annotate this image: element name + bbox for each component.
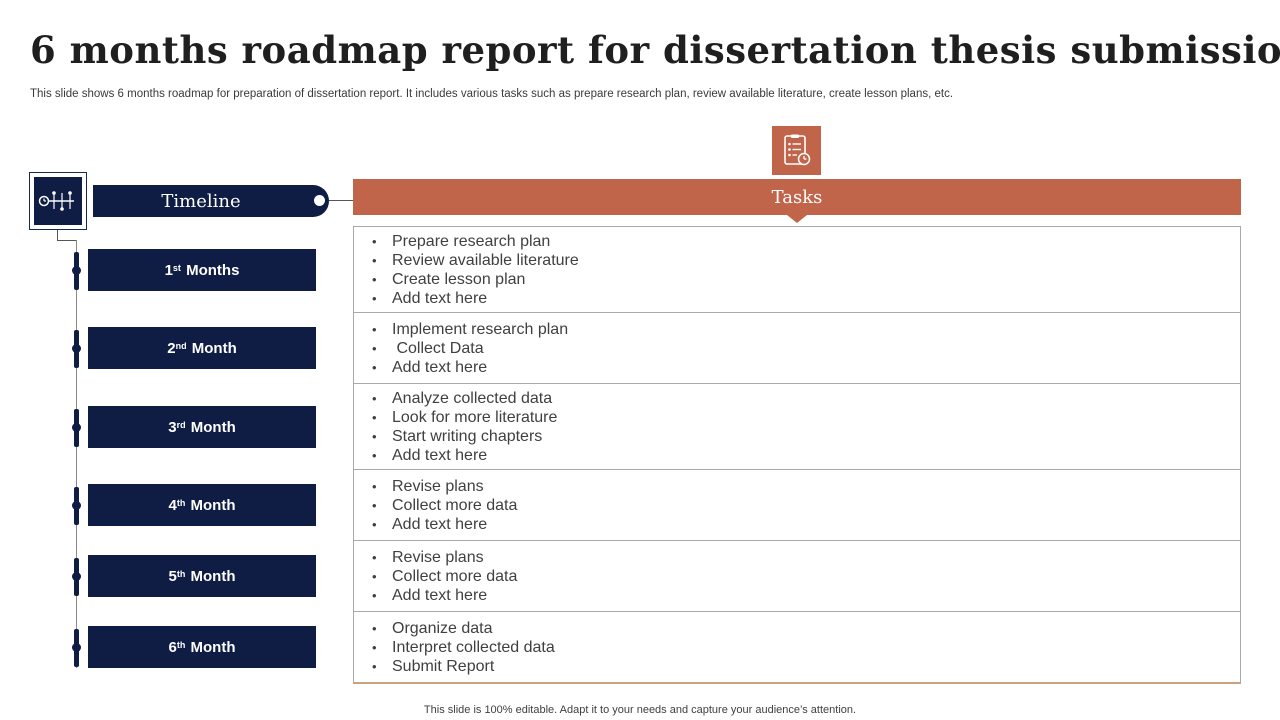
task-item: Submit Report — [372, 657, 1240, 676]
task-item: Revise plans — [372, 548, 1240, 567]
task-item: Revise plans — [372, 477, 1240, 496]
task-item: Review available literature — [372, 251, 1240, 270]
timeline-elbow-line — [57, 240, 77, 241]
timeline-node — [72, 501, 81, 510]
task-group-5: Revise plans Collect more data Add text … — [353, 540, 1241, 612]
task-item: Add text here — [372, 586, 1240, 605]
task-item: Create lesson plan — [372, 270, 1240, 289]
task-group-3: Analyze collected data Look for more lit… — [353, 383, 1241, 470]
task-item: Organize data — [372, 619, 1240, 638]
page-subtitle: This slide shows 6 months roadmap for pr… — [30, 88, 954, 100]
task-item: Implement research plan — [372, 320, 1240, 339]
tasks-header: Tasks — [353, 179, 1241, 215]
task-group-6: Organize data Interpret collected data S… — [353, 611, 1241, 684]
tasks-label: Tasks — [771, 186, 823, 208]
task-item: Add text here — [372, 289, 1240, 308]
timeline-icon-frame — [29, 172, 87, 230]
task-item: Add text here — [372, 358, 1240, 377]
page-title: 6 months roadmap report for dissertation… — [30, 28, 1280, 72]
task-item: Interpret collected data — [372, 638, 1240, 657]
footer-note: This slide is 100% editable. Adapt it to… — [423, 704, 857, 716]
timeline-node — [72, 643, 81, 652]
timeline-node — [72, 266, 81, 275]
timeline-node — [72, 572, 81, 581]
timeline-node — [72, 423, 81, 432]
task-group-1: Prepare research plan Review available l… — [353, 226, 1241, 313]
task-group-2: Implement research plan Collect Data Add… — [353, 312, 1241, 384]
tasks-pointer — [787, 215, 807, 223]
task-item: Collect more data — [372, 567, 1240, 586]
task-group-4: Revise plans Collect more data Add text … — [353, 469, 1241, 541]
timeline-connector-dot — [314, 195, 325, 206]
task-item: Analyze collected data — [372, 389, 1240, 408]
task-item: Look for more literature — [372, 408, 1240, 427]
task-item: Collect Data — [372, 339, 1240, 358]
task-item: Start writing chapters — [372, 427, 1240, 446]
timeline-header: Timeline — [93, 185, 329, 217]
timeline-axis — [76, 240, 77, 668]
task-item: Prepare research plan — [372, 232, 1240, 251]
timeline-label: Timeline — [161, 190, 241, 212]
task-item: Add text here — [372, 446, 1240, 465]
timeline-node — [72, 344, 81, 353]
checklist-icon — [772, 126, 821, 175]
header-connector-line — [329, 200, 353, 201]
timeline-elbow-line — [57, 230, 58, 241]
task-item: Add text here — [372, 515, 1240, 534]
task-item: Collect more data — [372, 496, 1240, 515]
timeline-icon — [34, 177, 82, 225]
